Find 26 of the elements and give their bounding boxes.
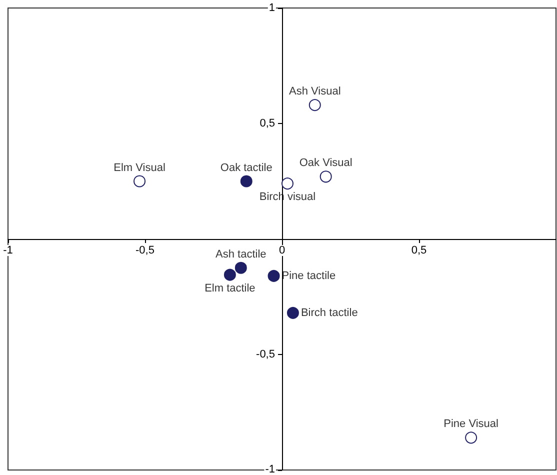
point (134, 175, 146, 188)
y-tick-label: 1 (268, 2, 275, 14)
point (286, 306, 299, 319)
x-tick-label: -1 (3, 244, 13, 256)
y-tick-label: -0,5 (256, 348, 275, 360)
point (224, 268, 236, 281)
annotation: Oak Visual (299, 157, 352, 170)
x-tick-label: 0 (278, 244, 286, 256)
y-tick-label: 0,5 (260, 118, 275, 130)
point (268, 270, 280, 282)
point (308, 99, 321, 112)
x-tick-label: 0,5 (411, 244, 427, 256)
annotation: Oak tactile (220, 162, 272, 174)
y-tick-label: -1 (265, 464, 275, 475)
point (234, 262, 247, 274)
annotation: Ash tactile (216, 248, 266, 260)
annotation: Pine Visual (444, 418, 498, 430)
annotation: Elm tactile (204, 282, 256, 294)
annotation: Elm Visual (114, 162, 166, 174)
point (240, 175, 252, 188)
annotation: Ash Visual (288, 86, 341, 98)
point (465, 432, 478, 444)
x-tick-label: -0,5 (136, 244, 154, 256)
annotation: Birch tactile (300, 306, 358, 319)
point (281, 178, 294, 190)
point (320, 170, 332, 183)
